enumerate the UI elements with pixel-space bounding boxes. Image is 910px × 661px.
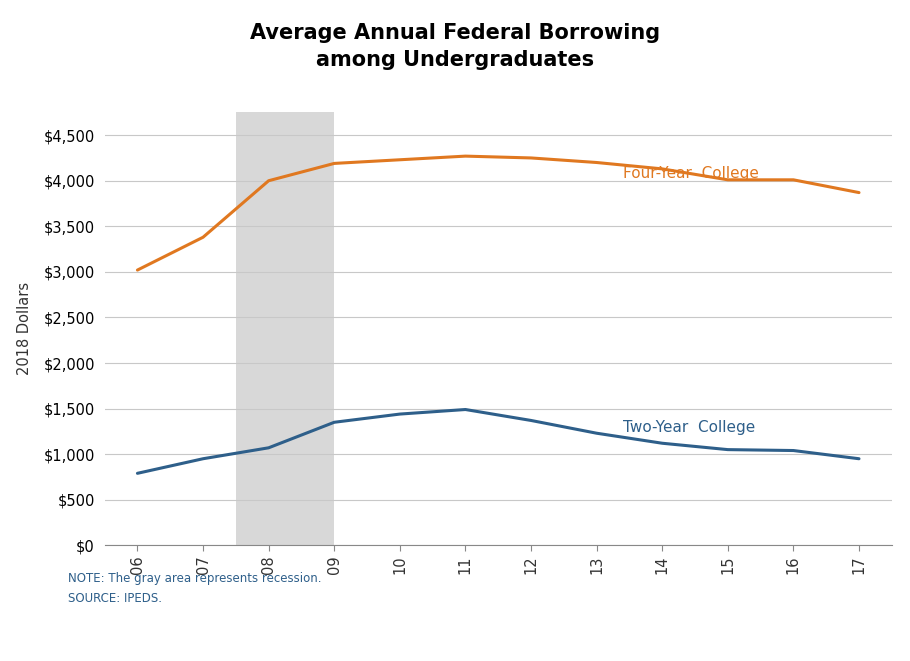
Text: SOURCE: IPEDS.: SOURCE: IPEDS. bbox=[68, 592, 162, 605]
Text: Two-Year  College: Two-Year College bbox=[622, 420, 755, 435]
Text: Four-Year  College: Four-Year College bbox=[622, 166, 759, 181]
Text: of: of bbox=[223, 631, 238, 645]
Text: F: F bbox=[23, 631, 33, 645]
Text: Average Annual Federal Borrowing
among Undergraduates: Average Annual Federal Borrowing among U… bbox=[250, 23, 660, 69]
Text: Federal Reserve Bank: Federal Reserve Bank bbox=[23, 631, 190, 645]
Text: NOTE: The gray area represents recession.: NOTE: The gray area represents recession… bbox=[68, 572, 322, 585]
Text: St. Louis: St. Louis bbox=[259, 631, 329, 645]
Y-axis label: 2018 Dollars: 2018 Dollars bbox=[17, 282, 33, 375]
Bar bbox=[236, 112, 334, 545]
